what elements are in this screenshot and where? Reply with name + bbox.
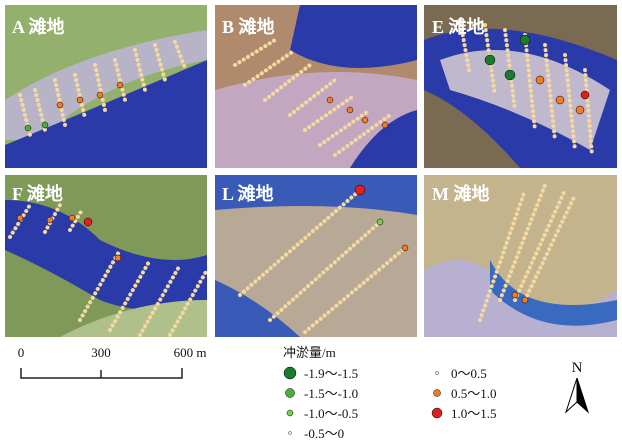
north-arrow: N	[566, 360, 588, 412]
legend-item: -0.5～0	[304, 426, 344, 441]
panel-label: M 滩地	[432, 183, 490, 204]
scale-label: 300	[91, 345, 111, 360]
panel-label: E 滩地	[432, 16, 485, 37]
legend-title: 冲淤量/m	[283, 345, 336, 360]
panel-label: A 滩地	[12, 16, 65, 37]
north-label: N	[572, 360, 583, 376]
legend-item: 1.0～1.5	[451, 406, 497, 421]
scale-label: 0	[18, 345, 25, 360]
legend-item: -1.0～-0.5	[304, 406, 358, 421]
panel-label: F 滩地	[12, 183, 63, 204]
scale-bar: 0 300 600 m	[18, 345, 207, 378]
scale-label: 600 m	[174, 345, 207, 360]
legend-item: -1.5～-1.0	[304, 386, 358, 401]
panel-label: L 滩地	[222, 183, 274, 204]
legend-item: -1.9～-1.5	[304, 366, 358, 381]
legend-item: 0～0.5	[451, 366, 487, 381]
legend: 冲淤量/m -1.9～-1.5 -1.5～-1.0 -1.0～-0.5 -0.5…	[283, 345, 497, 441]
legend-item: 0.5～1.0	[451, 386, 497, 401]
panel-label: B 滩地	[222, 16, 275, 37]
figure: A 滩地 B 滩地 E 滩地 F 滩地 L 滩地 M 滩地 0 300 600 …	[0, 0, 622, 443]
